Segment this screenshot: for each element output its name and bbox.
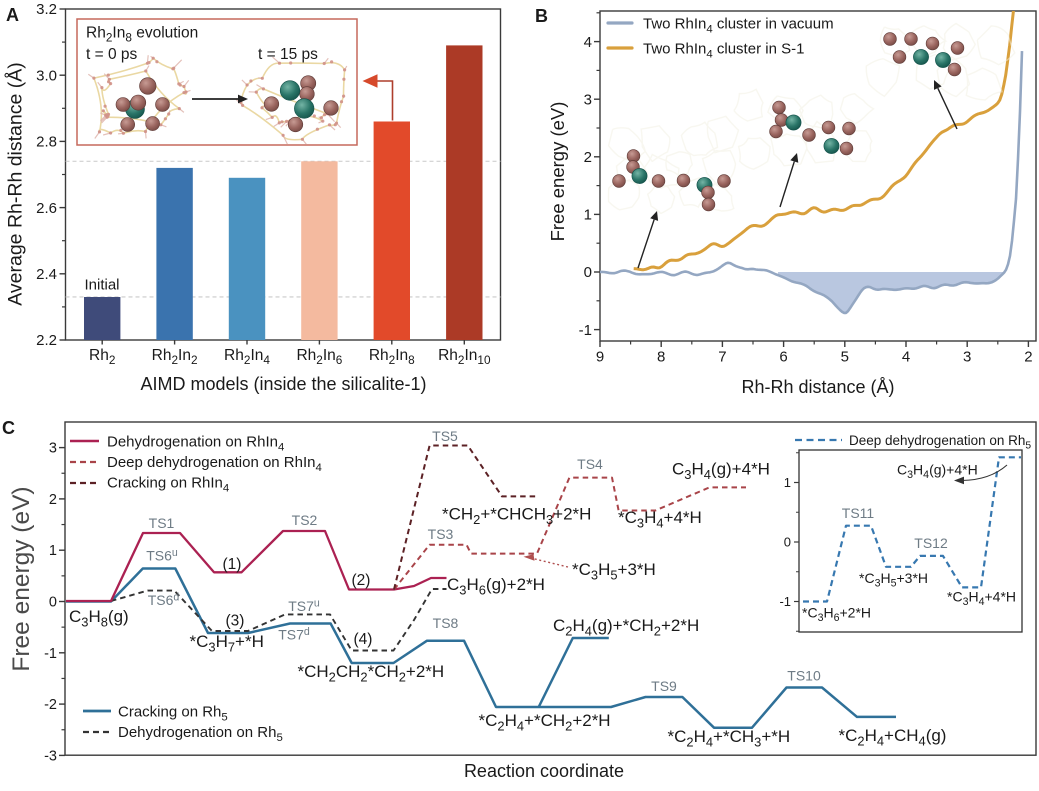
svg-text:TS7d​: TS7d​ [278,626,310,643]
svg-text:-1: -1 [779,594,791,609]
svg-text:Free energy (eV): Free energy (eV) [547,102,568,242]
svg-text:2.2: 2.2 [36,332,57,349]
svg-text:Rh2​: Rh2​ [89,347,115,367]
svg-text:TS10: TS10 [787,668,821,684]
svg-text:1: 1 [584,207,592,224]
svg-text:Initial: Initial [84,277,119,294]
svg-text:8: 8 [657,349,665,366]
svg-text:TS7u​: TS7u​ [288,597,320,614]
svg-text:C: C [2,418,15,438]
svg-text:C3​H6​(g)+2*H: C3​H6​(g)+2*H [447,575,545,597]
svg-text:3: 3 [963,349,971,366]
svg-text:Rh2​In4​: Rh2​In4​ [224,347,270,367]
svg-text:3.2: 3.2 [36,1,57,18]
svg-text:*C2​H4​+*CH2​+2*H: *C2​H4​+*CH2​+2*H [479,711,611,733]
svg-text:Rh2​In8​ evolution: Rh2​In8​ evolution [86,25,198,45]
svg-text:TS9: TS9 [651,678,677,694]
svg-text:t = 0 ps: t = 0 ps [86,46,138,63]
svg-text:TS3: TS3 [428,526,454,542]
svg-text:(1): (1) [223,556,242,573]
svg-text:0: 0 [49,595,57,611]
svg-text:2: 2 [584,149,592,166]
svg-text:4: 4 [902,349,910,366]
svg-text:AIMD models (inside the silica: AIMD models (inside the silicalite-1) [140,374,426,394]
svg-text:TS4: TS4 [577,456,603,472]
svg-text:(3): (3) [226,613,245,630]
svg-text:1: 1 [784,475,791,490]
svg-text:Deep dehydrogenation on RhIn4​: Deep dehydrogenation on RhIn4​ [107,454,322,474]
svg-text:*CH2​+*CHCH3​+2*H: *CH2​+*CHCH3​+2*H [442,505,591,527]
svg-text:t = 15 ps: t = 15 ps [258,46,318,63]
svg-text:3: 3 [49,441,57,457]
svg-text:0: 0 [584,264,592,281]
svg-text:Cracking on Rh5​: Cracking on Rh5​ [118,704,228,724]
svg-text:5: 5 [841,349,849,366]
svg-text:Rh2​In2​: Rh2​In2​ [152,347,198,367]
svg-text:2.6: 2.6 [36,200,57,217]
svg-text:9: 9 [596,349,604,366]
svg-text:6: 6 [779,349,787,366]
svg-text:-3: -3 [44,748,57,764]
svg-text:Free energy (eV): Free energy (eV) [8,486,35,671]
svg-text:Reaction coordinate: Reaction coordinate [464,761,624,781]
svg-text:TS8: TS8 [433,615,459,631]
svg-text:3: 3 [584,91,592,108]
svg-text:B: B [535,6,548,26]
svg-text:(4): (4) [354,631,373,648]
svg-text:-1: -1 [579,322,592,339]
svg-text:Rh2​In6​: Rh2​In6​ [296,347,342,367]
svg-text:TS12: TS12 [914,535,948,551]
svg-text:TS11: TS11 [842,505,875,521]
svg-text:TS6u​: TS6u​ [146,547,178,564]
svg-text:TS2: TS2 [292,512,318,528]
svg-text:*C3​H7​+*H: *C3​H7​+*H [190,632,264,654]
svg-text:(2): (2) [352,572,371,589]
svg-text:Dehydrogenation on Rh5​: Dehydrogenation on Rh5​ [118,724,283,744]
svg-text:Cracking on RhIn4​: Cracking on RhIn4​ [107,475,229,495]
svg-text:2.4: 2.4 [36,266,57,283]
svg-text:-2: -2 [44,697,57,713]
svg-text:2.8: 2.8 [36,134,57,151]
svg-text:C3​H4​(g)+4*H: C3​H4​(g)+4*H [672,460,770,482]
svg-text:TS5: TS5 [432,428,458,444]
svg-text:2: 2 [1024,349,1032,366]
svg-text:Deep dehydrogenation on Rh5​: Deep dehydrogenation on Rh5​ [849,433,1031,452]
svg-text:C3​H4​(g)+4*H: C3​H4​(g)+4*H [897,462,978,482]
svg-text:Two RhIn4​ cluster in vacuum: Two RhIn4​ cluster in vacuum [643,16,834,36]
svg-text:TS6d​: TS6d​ [148,591,180,608]
svg-text:1: 1 [49,543,57,559]
svg-text:4: 4 [584,34,592,51]
svg-text:Two RhIn4​ cluster in S-1: Two RhIn4​ cluster in S-1 [643,41,804,61]
svg-text:Average Rh-Rh distance (Å): Average Rh-Rh distance (Å) [4,62,27,306]
svg-text:Rh-Rh distance (Å): Rh-Rh distance (Å) [741,377,894,397]
svg-text:Dehydrogenation on RhIn4​: Dehydrogenation on RhIn4​ [107,434,284,454]
svg-text:3.0: 3.0 [36,67,57,84]
svg-text:TS1: TS1 [149,515,175,531]
svg-text:-1: -1 [44,646,57,662]
svg-text:2: 2 [49,492,57,508]
svg-text:A: A [6,5,19,25]
svg-text:7: 7 [718,349,726,366]
svg-text:Rh2​In8​: Rh2​In8​ [369,347,415,367]
svg-text:0: 0 [784,535,791,550]
